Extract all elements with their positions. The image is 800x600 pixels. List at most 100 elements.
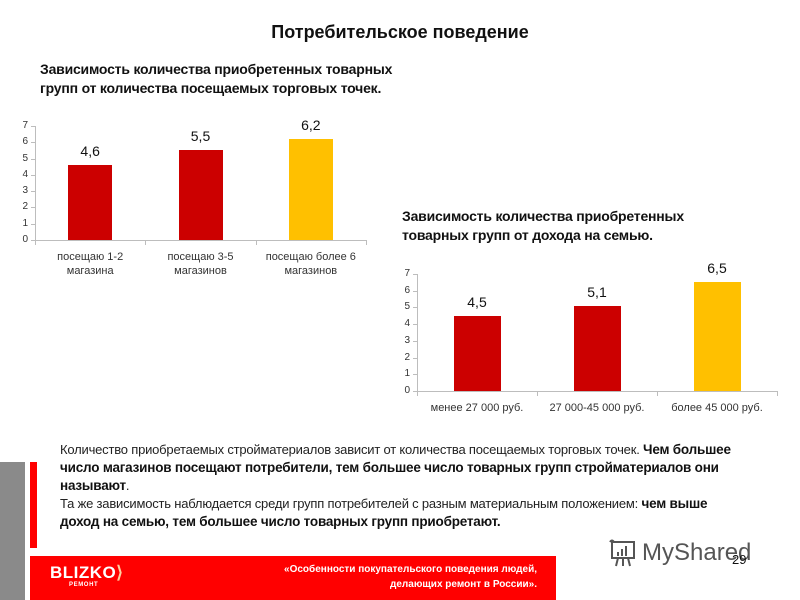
y-tick bbox=[31, 174, 35, 176]
footer-caption: «Особенности покупательского поведения л… bbox=[230, 562, 537, 592]
y-tick-label: 5 bbox=[22, 152, 28, 164]
logo-subtitle: РЕМОНТ bbox=[69, 582, 99, 588]
chart2-title: Зависимость количества приобретенных тов… bbox=[402, 207, 782, 245]
gray-side-block bbox=[0, 462, 25, 600]
y-tick bbox=[413, 274, 417, 275]
category-label: посещаю 3-5 магазинов bbox=[139, 250, 261, 278]
page-number: 29 bbox=[732, 552, 747, 567]
y-tick bbox=[413, 340, 417, 342]
logo-chevron-icon: ⟩ bbox=[116, 563, 124, 582]
y-axis bbox=[417, 274, 418, 391]
logo-text: BLIZKO bbox=[50, 563, 117, 582]
y-axis bbox=[35, 126, 36, 240]
y-tick bbox=[413, 391, 417, 392]
slide-title: Потребительское поведение bbox=[271, 22, 529, 42]
y-tick-label: 4 bbox=[404, 318, 410, 330]
red-accent-bar bbox=[30, 462, 37, 548]
bar bbox=[453, 315, 501, 391]
x-axis bbox=[35, 240, 366, 241]
y-tick bbox=[31, 142, 35, 144]
y-tick-label: 2 bbox=[22, 201, 28, 213]
chart2-title-line1: Зависимость количества приобретенных bbox=[402, 208, 684, 224]
y-tick bbox=[413, 324, 417, 326]
y-tick bbox=[413, 357, 417, 359]
y-tick-label: 3 bbox=[404, 334, 410, 346]
summary-p2-normal: Та же зависимость наблюдается среди груп… bbox=[60, 496, 642, 511]
footer-caption-line2: делающих ремонт в России». bbox=[390, 579, 537, 590]
y-tick bbox=[31, 240, 35, 241]
bar-value-label: 5,5 bbox=[190, 128, 211, 145]
category-label-line: магазинов bbox=[284, 265, 338, 277]
bar-value-label: 6,2 bbox=[301, 117, 321, 134]
y-tick-label: 7 bbox=[22, 120, 28, 131]
footer-caption-line1: «Особенности покупательского поведения л… bbox=[284, 564, 537, 575]
category-label-line: посещаю более 6 bbox=[265, 251, 356, 263]
chart1-title-line2: групп от количества посещаемых торговых … bbox=[40, 80, 382, 96]
bar-value-label: 4,6 bbox=[80, 143, 100, 160]
y-tick-label: 0 bbox=[404, 385, 410, 396]
category-label-line: более 45 000 руб. bbox=[671, 402, 763, 414]
category-label: более 45 000 руб. bbox=[651, 401, 783, 415]
summary-p1-normal: Количество приобретаемых стройматериалов… bbox=[60, 442, 644, 457]
x-axis bbox=[417, 391, 777, 392]
y-tick-label: 2 bbox=[404, 351, 410, 363]
y-tick bbox=[413, 290, 417, 292]
bar-value-label: 6,5 bbox=[707, 260, 727, 277]
category-label: посещаю 1-2 магазина bbox=[29, 250, 151, 278]
y-tick bbox=[31, 191, 35, 193]
y-tick bbox=[31, 223, 35, 225]
x-tick bbox=[417, 391, 418, 396]
y-tick-label: 0 bbox=[22, 234, 28, 245]
y-tick-label: 7 bbox=[404, 268, 410, 279]
x-tick bbox=[657, 391, 658, 396]
presentation-board-icon bbox=[609, 539, 635, 567]
category-label-line: магазина bbox=[66, 265, 114, 277]
x-tick bbox=[145, 240, 147, 245]
x-tick bbox=[537, 391, 538, 396]
x-tick bbox=[366, 240, 367, 245]
y-tick-label: 6 bbox=[22, 136, 28, 148]
category-label: 27 000-45 000 руб. bbox=[531, 401, 663, 415]
y-tick bbox=[31, 126, 35, 127]
bar bbox=[288, 139, 333, 240]
y-tick-label: 1 bbox=[22, 217, 28, 229]
category-label-line: посещаю 1-2 bbox=[57, 251, 124, 263]
summary-p2-bold: чем выше доход на семью, тем большее чис… bbox=[60, 496, 708, 529]
bar-value-label: 5,1 bbox=[587, 283, 607, 300]
y-tick-label: 5 bbox=[404, 301, 410, 313]
y-tick bbox=[31, 158, 35, 160]
footer-banner bbox=[30, 556, 556, 600]
bar-value-label: 4,5 bbox=[467, 293, 487, 310]
blizko-logo: BLIZKO⟩ bbox=[50, 564, 123, 582]
chart-family-income: 0 1 2 3 4 5 6 7 4,5 менее 27 000 руб. 5,1 27 000-45… bbox=[404, 260, 783, 415]
bar bbox=[693, 282, 741, 391]
x-tick bbox=[255, 240, 257, 245]
watermark-text: MyShared bbox=[642, 539, 752, 566]
y-tick bbox=[413, 374, 417, 376]
y-tick-label: 4 bbox=[22, 168, 28, 180]
category-label-line: магазинов bbox=[174, 265, 227, 277]
chart1-title-line1: Зависимость количества приобретенных тов… bbox=[40, 61, 393, 77]
category-label: посещаю более 6 магазинов bbox=[250, 250, 372, 278]
bar bbox=[573, 305, 621, 391]
y-tick-label: 3 bbox=[22, 185, 28, 197]
category-label-line: 27 000-45 000 руб. bbox=[549, 402, 645, 414]
x-tick bbox=[777, 391, 778, 396]
y-tick bbox=[31, 207, 35, 209]
y-tick-label: 6 bbox=[404, 284, 410, 296]
category-label-line: менее 27 000 руб. bbox=[430, 402, 524, 414]
summary-text: Количество приобретаемых стройматериалов… bbox=[60, 441, 740, 531]
y-tick-label: 1 bbox=[404, 368, 410, 380]
x-tick bbox=[35, 240, 36, 245]
bar bbox=[68, 165, 113, 240]
category-label-line: посещаю 3-5 bbox=[167, 251, 234, 263]
chart-stores-visited: 0 1 2 3 4 5 6 7 4,6 посещаю 1-2 магазина 5,5 посещаю… bbox=[0, 0, 380, 290]
y-tick bbox=[413, 307, 417, 309]
bar bbox=[178, 150, 223, 240]
summary-p1-end: . bbox=[125, 478, 130, 493]
myshared-watermark: MyShared bbox=[608, 538, 751, 568]
summary-p1-bold: Чем большее число магазинов посещают пот… bbox=[60, 442, 731, 493]
chart1-title: Зависимость количества приобретенных тов… bbox=[40, 60, 460, 98]
chart2-title-line2: товарных групп от дохода на семью. bbox=[402, 227, 653, 243]
category-label: менее 27 000 руб. bbox=[411, 401, 543, 415]
